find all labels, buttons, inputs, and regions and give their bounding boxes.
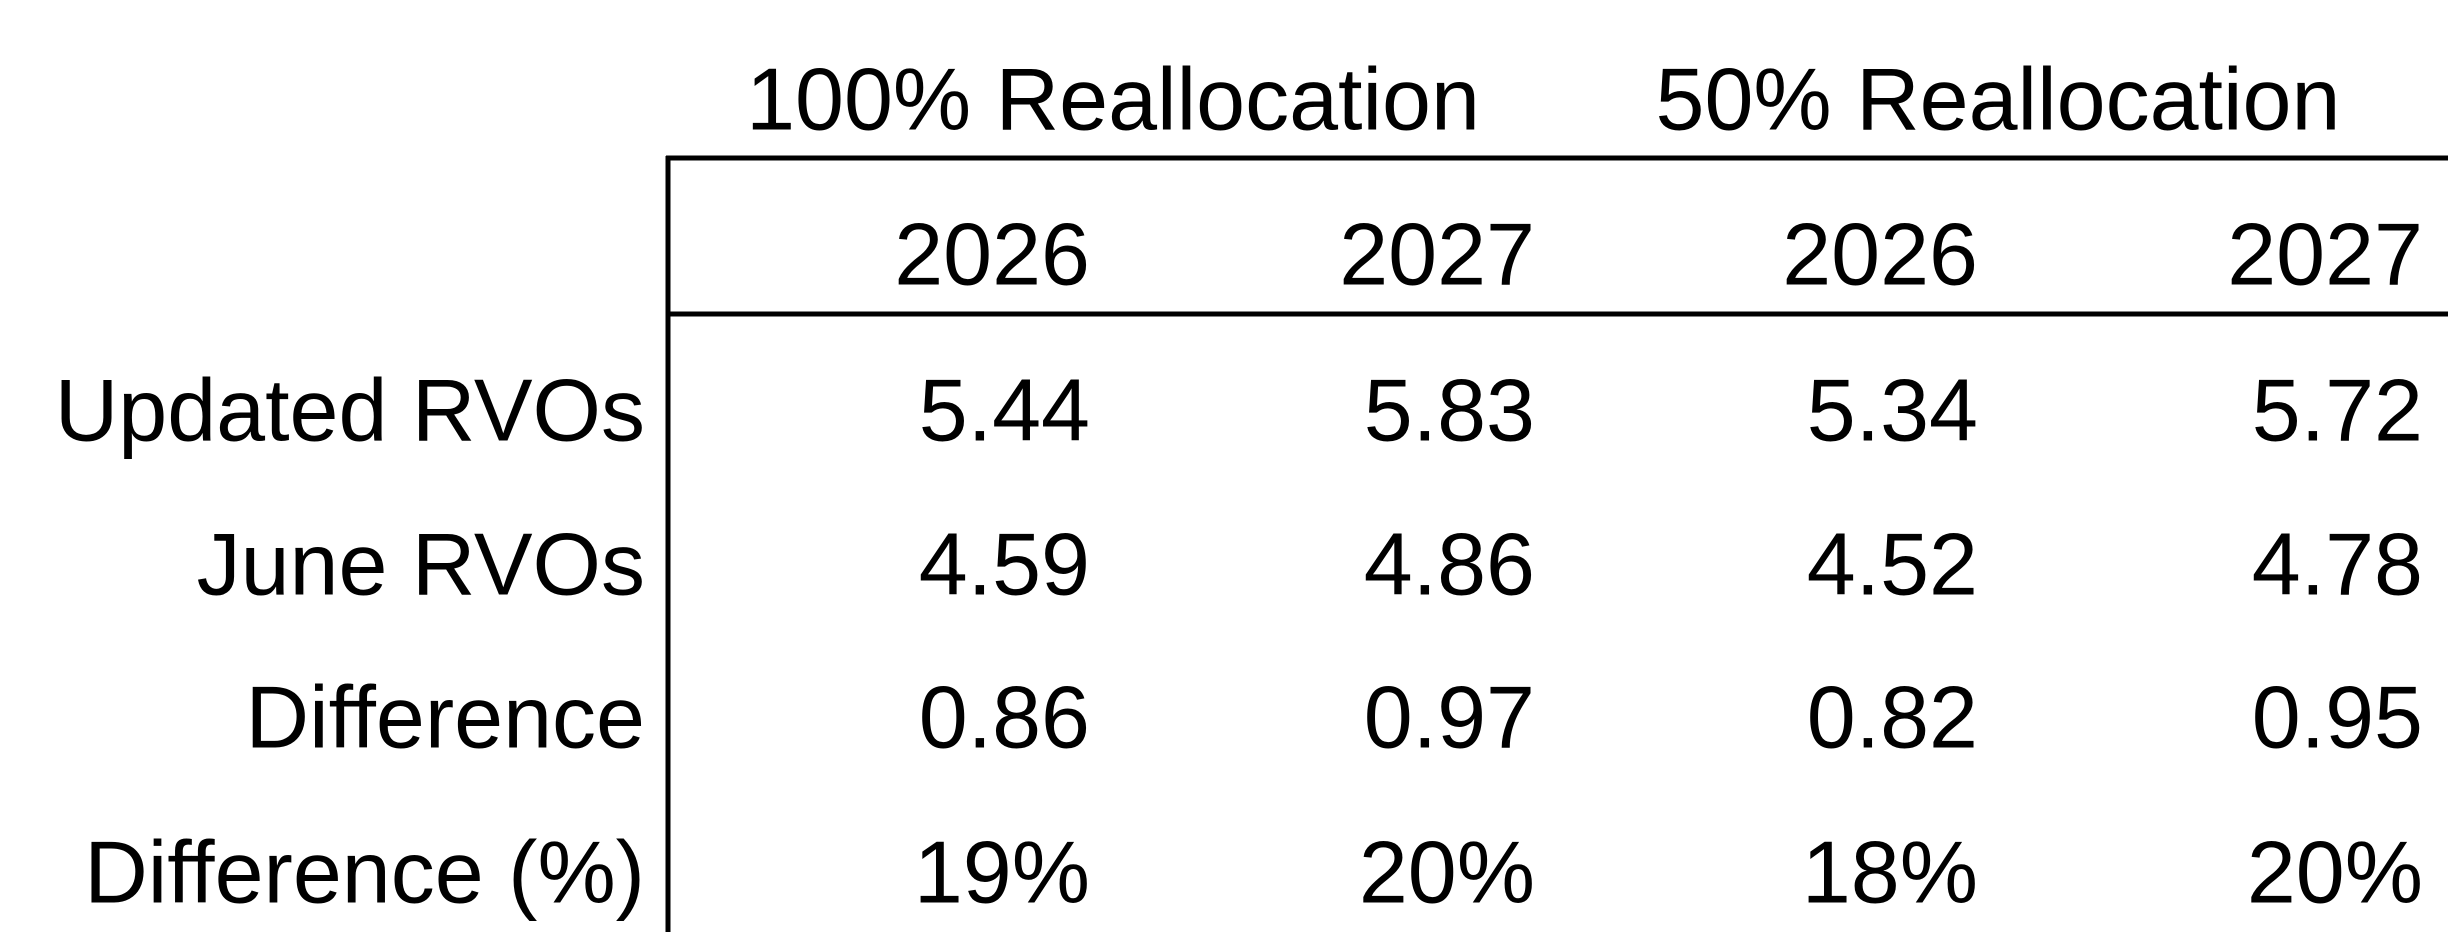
- cell: 20%: [2247, 822, 2423, 921]
- cell: 19%: [914, 822, 1090, 921]
- cell: 4.86: [1364, 514, 1535, 613]
- cell: 0.86: [919, 667, 1090, 766]
- cell: 5.72: [2252, 360, 2423, 459]
- group-header: 50% Reallocation: [1656, 49, 2341, 148]
- column-header: 2026: [894, 204, 1090, 303]
- cell: 5.44: [919, 360, 1090, 459]
- group-header: 100% Reallocation: [746, 49, 1480, 148]
- cell: 20%: [1359, 822, 1535, 921]
- cell: 4.52: [1807, 514, 1978, 613]
- row-label: June RVOs: [197, 514, 645, 613]
- cell: 4.78: [2252, 514, 2423, 613]
- column-header: 2027: [2227, 204, 2423, 303]
- row-label: Difference: [246, 667, 645, 766]
- cell: 0.82: [1807, 667, 1978, 766]
- cell: 4.59: [919, 514, 1090, 613]
- column-header: 2026: [1782, 204, 1978, 303]
- row-label: Difference (%): [84, 822, 645, 921]
- cell: 5.34: [1807, 360, 1978, 459]
- cell: 18%: [1802, 822, 1978, 921]
- cell: 5.83: [1364, 360, 1535, 459]
- cell: 0.95: [2252, 667, 2423, 766]
- cell: 0.97: [1364, 667, 1535, 766]
- column-header: 2027: [1339, 204, 1535, 303]
- row-label: Updated RVOs: [55, 360, 645, 459]
